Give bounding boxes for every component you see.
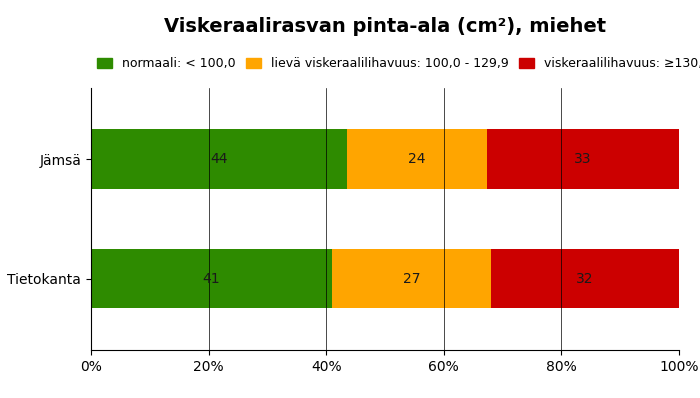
Legend: normaali: < 100,0, lievä viskeraalilihavuus: 100,0 - 129,9, viskeraalilihavuus: : normaali: < 100,0, lievä viskeraalilihav… (97, 57, 700, 70)
Bar (347, 129, 487, 189)
Text: 44: 44 (210, 152, 228, 166)
Bar (487, 129, 679, 189)
Bar (332, 249, 491, 308)
Bar (91, 129, 347, 189)
Text: 41: 41 (203, 271, 220, 286)
Text: 33: 33 (574, 152, 592, 166)
Title: Viskeraalirasvan pinta-ala (cm²), miehet: Viskeraalirasvan pinta-ala (cm²), miehet (164, 17, 606, 36)
Text: 27: 27 (402, 271, 420, 286)
Text: 32: 32 (576, 271, 594, 286)
Text: 24: 24 (408, 152, 426, 166)
Bar (91, 249, 332, 308)
Bar (491, 249, 679, 308)
